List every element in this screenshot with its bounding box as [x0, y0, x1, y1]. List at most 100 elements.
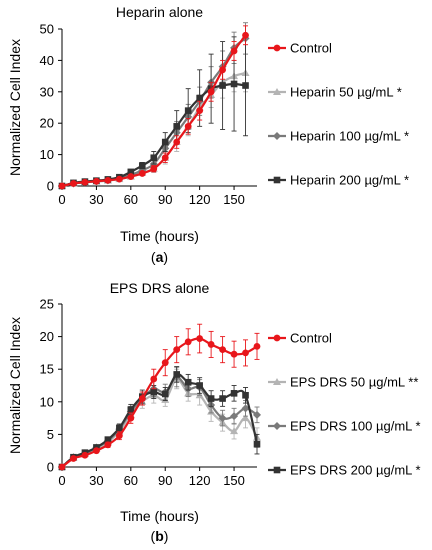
- data-point: [219, 66, 226, 74]
- legend-swatch-marker: [273, 176, 281, 184]
- data-point: [184, 122, 192, 130]
- data-point: [230, 47, 238, 55]
- data-point: [127, 168, 135, 176]
- x-tick-label: 90: [158, 473, 172, 488]
- data-point: [81, 178, 89, 186]
- legend-swatch-marker: [273, 88, 281, 95]
- data-point: [127, 173, 135, 180]
- data-point: [104, 176, 112, 184]
- data-point: [104, 441, 112, 449]
- data-point: [196, 335, 204, 342]
- y-tick-label: 0: [47, 460, 54, 475]
- y-tick-label: 15: [40, 362, 54, 377]
- data-point: [161, 154, 169, 162]
- y-tick-label: 5: [47, 427, 54, 442]
- data-point: [207, 88, 215, 96]
- data-point: [242, 349, 249, 357]
- legend-label: Control: [290, 41, 332, 56]
- y-tick-label: 10: [40, 147, 54, 162]
- data-point: [241, 404, 250, 413]
- chart-a: Heparin alone 0 10 20 30 40 50 0 30 60 90 120 150 Tim…: [7, 4, 409, 265]
- legend-label: EPS DRS 100 µg/mL *: [290, 419, 421, 434]
- data-point: [173, 346, 181, 354]
- data-point: [196, 382, 203, 389]
- y-tick-label: 50: [40, 22, 54, 37]
- chart-b: EPS DRS alone 0 5 10 15 20 25 0 30 60 90 120 150 Time…: [7, 280, 421, 544]
- data-point: [58, 182, 66, 190]
- data-point: [230, 427, 239, 435]
- y-tick-label: 0: [47, 179, 54, 194]
- data-point: [242, 31, 249, 39]
- x-tick-label: 120: [189, 192, 211, 207]
- data-point: [138, 162, 146, 169]
- data-point: [150, 388, 158, 396]
- x-tick-label: 150: [223, 192, 245, 207]
- data-point: [230, 350, 238, 358]
- data-point: [218, 414, 227, 423]
- x-tick-label: 30: [89, 192, 103, 207]
- x-tick-label: 30: [89, 473, 103, 488]
- x-tick-label: 150: [223, 473, 245, 488]
- x-axis-label: Time (hours): [120, 508, 199, 524]
- data-point: [161, 390, 169, 398]
- legend: Control EPS DRS 50 µg/mL ** EPS DRS 100 µg…: [268, 331, 421, 478]
- y-tick-label: 25: [40, 297, 54, 312]
- x-tick-label: 60: [124, 192, 138, 207]
- legend-label: EPS DRS 50 µg/mL **: [290, 375, 418, 390]
- y-tick-label: 40: [40, 53, 54, 68]
- series-2: [58, 366, 261, 471]
- series-0: [58, 323, 261, 471]
- data-point: [116, 424, 123, 432]
- data-point: [219, 82, 226, 89]
- data-point: [70, 180, 77, 187]
- data-point: [138, 170, 146, 177]
- legend-label: Heparin 100 µg/mL *: [290, 129, 409, 144]
- data-point: [104, 436, 112, 443]
- data-point: [253, 342, 261, 350]
- data-point: [93, 447, 100, 455]
- data-point: [150, 165, 158, 173]
- x-axis-label: Time (hours): [120, 228, 199, 244]
- data-point: [253, 440, 261, 448]
- chart-title: Heparin alone: [116, 4, 203, 20]
- panel-label: (a): [151, 249, 168, 265]
- data-point: [196, 107, 204, 115]
- data-point: [127, 414, 135, 422]
- x-tick-label: 90: [158, 192, 172, 207]
- data-point: [161, 138, 169, 146]
- y-tick-label: 20: [40, 116, 54, 131]
- data-point: [184, 107, 192, 114]
- y-axis-label: Normalized Cell Index: [7, 39, 23, 176]
- x-tick-label: 0: [58, 473, 65, 488]
- legend-swatch-marker: [273, 334, 281, 342]
- data-point: [219, 395, 226, 402]
- data-point: [115, 175, 123, 183]
- data-point: [253, 410, 261, 419]
- data-point: [207, 395, 215, 402]
- series-2: [58, 22, 250, 190]
- data-point: [138, 395, 146, 402]
- data-point: [242, 82, 249, 89]
- legend-label: Control: [290, 331, 332, 346]
- data-point: [230, 80, 238, 88]
- legend-swatch-marker: [273, 132, 281, 140]
- data-point: [230, 412, 239, 421]
- data-point: [115, 432, 123, 440]
- y-tick-label: 10: [40, 394, 54, 409]
- legend-label: EPS DRS 200 µg/mL *: [290, 463, 421, 478]
- data-point: [58, 463, 66, 471]
- data-point: [150, 375, 158, 383]
- data-point: [150, 154, 158, 162]
- series-line: [61, 337, 258, 468]
- data-point: [184, 378, 192, 386]
- legend-label: Heparin 50 µg/mL *: [290, 85, 402, 100]
- data-point: [173, 123, 181, 130]
- x-tick-label: 60: [124, 473, 138, 488]
- panel-label: (b): [151, 528, 169, 544]
- legend-label: Heparin 200 µg/mL *: [290, 173, 409, 188]
- data-point: [161, 359, 169, 367]
- data-point: [173, 371, 181, 378]
- data-point: [219, 346, 226, 354]
- data-point: [173, 138, 181, 146]
- x-tick-label: 0: [58, 192, 65, 207]
